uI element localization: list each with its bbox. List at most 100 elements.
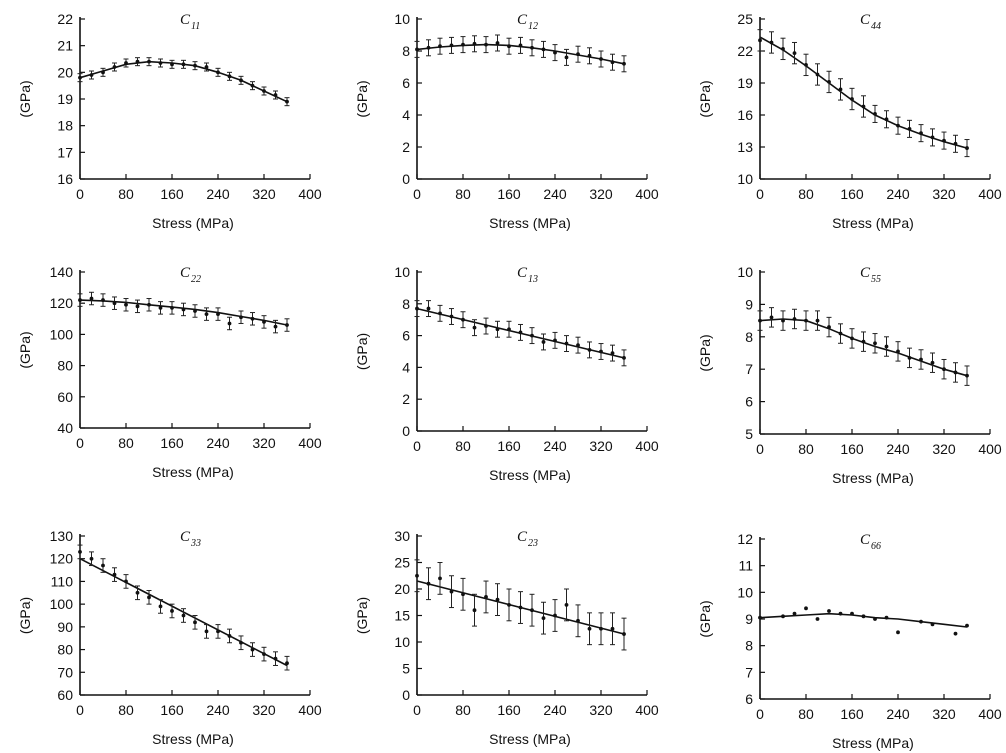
data-point (587, 348, 592, 352)
x-tick-label: 240 (886, 706, 910, 722)
x-tick-label: 0 (756, 706, 764, 722)
y-tick-label: 120 (50, 295, 74, 311)
chart-title-subscript: 11 (191, 21, 200, 32)
data-point (273, 93, 278, 97)
data-point (919, 131, 923, 136)
y-tick-label: 90 (57, 619, 73, 635)
data-point (147, 59, 151, 64)
data-point (426, 45, 431, 50)
y-tick-label: 10 (737, 584, 753, 600)
data-point (78, 75, 82, 80)
x-tick-label: 320 (932, 441, 956, 457)
data-point (158, 305, 163, 310)
y-tick-label: 2 (402, 391, 410, 407)
y-tick-label: 22 (57, 11, 73, 27)
data-point (449, 314, 454, 319)
chart-title-subscript: 13 (528, 274, 538, 285)
data-point (472, 41, 477, 46)
data-point (438, 311, 442, 316)
data-point (815, 72, 820, 77)
data-point (78, 298, 82, 302)
data-point (472, 608, 477, 613)
data-point (564, 603, 569, 607)
x-tick-label: 160 (160, 186, 184, 202)
data-point (415, 306, 419, 311)
y-tick-label: 16 (57, 171, 73, 187)
x-tick-label: 80 (798, 441, 814, 457)
data-point (781, 46, 785, 51)
chart-title-subscript: 22 (191, 274, 201, 285)
data-point (827, 325, 831, 329)
chart-title-subscript: 23 (528, 538, 538, 549)
data-point (216, 312, 220, 317)
x-tick-label: 80 (798, 186, 814, 202)
data-point (804, 606, 808, 611)
data-point (838, 331, 843, 336)
x-tick-label: 160 (840, 186, 864, 202)
chart-panel-c23: 0 5 10 15 20 25 30 0 80 160 240 320 400 Stress (MPa) (… (354, 528, 659, 747)
data-point (170, 62, 174, 67)
data-point (781, 318, 785, 323)
data-point (495, 41, 500, 45)
data-point (576, 618, 580, 623)
data-point (953, 631, 958, 636)
x-axis-label: Stress (MPa) (832, 215, 914, 231)
y-tick-label: 70 (57, 664, 73, 680)
data-point (919, 619, 923, 624)
x-tick-label: 160 (160, 435, 184, 451)
x-tick-label: 160 (497, 702, 521, 718)
data-point (112, 301, 117, 306)
x-tick-label: 240 (543, 438, 567, 454)
data-point (461, 317, 465, 322)
data-point (250, 83, 255, 88)
data-point (124, 579, 128, 584)
data-point (484, 324, 488, 328)
data-point (622, 632, 626, 636)
y-tick-label: 16 (737, 107, 753, 123)
y-tick-label: 4 (402, 107, 410, 123)
data-point (792, 51, 797, 56)
data-point (158, 61, 163, 65)
x-tick-label: 320 (252, 186, 276, 202)
data-point (216, 70, 220, 75)
y-axis-label: (GPa) (354, 597, 370, 634)
data-point (758, 318, 762, 323)
data-point (792, 611, 797, 616)
data-point (484, 595, 488, 599)
data-point (622, 355, 626, 360)
y-tick-label: 5 (402, 661, 410, 677)
y-tick-label: 30 (394, 528, 410, 544)
data-point (530, 608, 534, 613)
data-point (262, 89, 266, 93)
data-point (181, 62, 186, 67)
chart-title: C (180, 529, 191, 545)
y-tick-label: 19 (737, 75, 753, 91)
data-point (530, 333, 534, 338)
x-tick-label: 240 (886, 186, 910, 202)
data-point (965, 146, 969, 150)
x-tick-label: 240 (543, 702, 567, 718)
data-point (158, 604, 163, 609)
y-tick-label: 15 (394, 608, 410, 624)
y-axis-label: (GPa) (697, 80, 713, 117)
data-point (426, 581, 431, 586)
data-point (587, 626, 592, 631)
data-point (204, 65, 209, 69)
x-tick-label: 320 (252, 702, 276, 718)
y-tick-label: 25 (737, 11, 753, 27)
x-tick-label: 400 (298, 186, 322, 202)
y-tick-label: 0 (402, 171, 410, 187)
x-tick-label: 320 (589, 186, 613, 202)
data-point (610, 351, 615, 355)
data-point (942, 138, 946, 143)
data-point (930, 622, 935, 627)
data-point (861, 614, 866, 619)
y-tick-label: 9 (745, 611, 753, 627)
data-point (610, 60, 615, 65)
data-point (438, 576, 442, 581)
x-tick-label: 160 (497, 186, 521, 202)
data-point (124, 302, 128, 307)
y-tick-label: 20 (57, 64, 73, 80)
data-point (273, 656, 278, 661)
data-point (564, 55, 569, 60)
